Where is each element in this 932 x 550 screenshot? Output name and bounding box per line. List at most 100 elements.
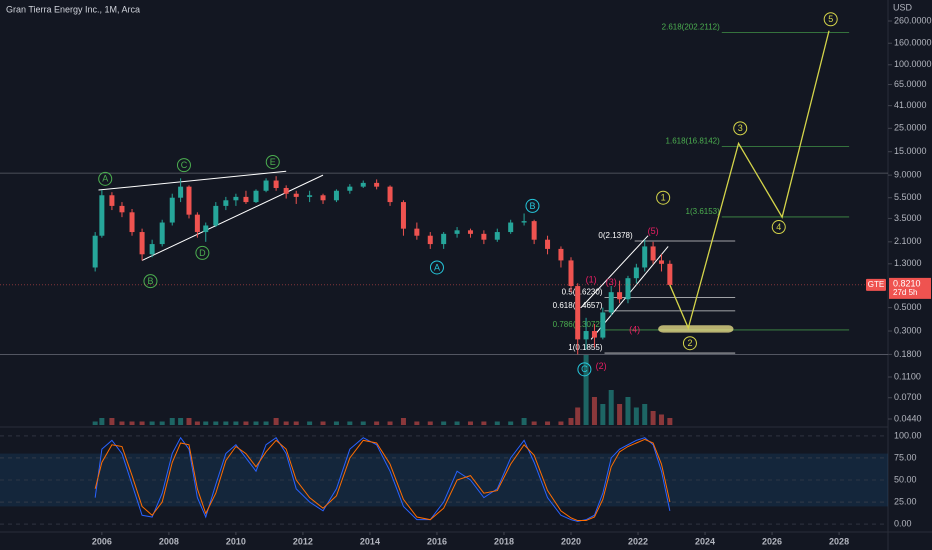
candle-body (481, 233, 487, 240)
x-tick-label: 2028 (829, 536, 849, 546)
x-tick-label: 2008 (159, 536, 179, 546)
volume-bar (481, 421, 487, 425)
y-tick-label: 15.0000 (894, 146, 927, 156)
volume-bar (531, 421, 537, 425)
volume-bar (650, 411, 656, 425)
volume-bar (243, 421, 249, 425)
candle-body (293, 193, 299, 197)
candle-body (320, 195, 326, 201)
candle-body (233, 196, 239, 201)
candle-body (374, 182, 380, 187)
volume-bar (320, 421, 326, 425)
volume-bar (600, 404, 606, 425)
volume-bar (414, 421, 420, 425)
wave-circle (98, 171, 113, 186)
volume-bar (203, 421, 209, 425)
volume-bar (508, 421, 514, 425)
x-tick-label: 2026 (762, 536, 782, 546)
volume-bar (119, 421, 125, 425)
trendline (141, 174, 324, 261)
candle-body (203, 225, 209, 233)
volume-bar (293, 421, 299, 425)
candle-body (617, 292, 623, 300)
candle-body (650, 246, 656, 261)
candle-body (119, 205, 125, 213)
y-tick-label: 9.0000 (894, 170, 922, 180)
x-tick-label: 2020 (561, 536, 581, 546)
candle-body (213, 205, 219, 226)
candle-body (223, 200, 229, 206)
volume-bar (159, 421, 165, 425)
volume-bar (149, 421, 155, 425)
x-tick-label: 2012 (293, 536, 313, 546)
volume-bar (374, 421, 380, 425)
volume-bar (400, 418, 406, 425)
volume-bar (642, 404, 648, 425)
fib-label: 2.618(202.2112) (662, 23, 720, 32)
wave-label: 1 (661, 193, 666, 203)
candle-body (178, 186, 184, 198)
volume-bar (454, 421, 460, 425)
y-tick-label: 1.3000 (894, 258, 922, 268)
wave-label: 4 (776, 222, 781, 232)
fib-label: 0(2.1378) (598, 231, 633, 240)
y-tick-label: 65.0000 (894, 79, 927, 89)
stoch-tick-label: 50.00 (894, 474, 917, 484)
price-tag (889, 277, 931, 299)
wave-label: (2) (596, 361, 607, 371)
stoch-d-line (94, 438, 671, 522)
volume-bar (667, 418, 673, 425)
y-tick-label: 41.0000 (894, 100, 927, 110)
volume-bar (617, 404, 623, 425)
candle-body (642, 246, 648, 268)
trendline (580, 235, 649, 308)
candle-body (159, 222, 165, 245)
x-tick-label: 2010 (226, 536, 246, 546)
volume-bar (360, 421, 366, 425)
wave-label: C (581, 364, 588, 374)
symbol-label: GTE (868, 280, 884, 289)
wave-label: A (434, 262, 440, 272)
stoch-tick-label: 75.00 (894, 452, 917, 462)
volume-bar (273, 418, 279, 425)
stoch-tick-label: 0.00 (894, 518, 912, 528)
wave-label: B (529, 201, 535, 211)
volume-bar (194, 421, 200, 425)
candle-body (307, 195, 313, 197)
candle-body (360, 182, 366, 187)
wave-circle (656, 190, 671, 205)
candle-body (625, 278, 631, 300)
fib-label: 1(3.6153) (686, 207, 721, 216)
stoch-tick-label: 25.00 (894, 496, 917, 506)
wave-label: (1) (586, 275, 597, 285)
wave-circle (577, 362, 592, 377)
volume-bar (263, 421, 269, 425)
volume-bar (568, 418, 574, 425)
candle-body (283, 187, 289, 194)
volume-bar (558, 421, 564, 425)
candle-body (109, 195, 115, 206)
y-tick-label: 0.1100 (894, 371, 921, 381)
wave-circle (143, 274, 158, 289)
volume-bar (545, 421, 551, 425)
chart-title: Gran Tierra Energy Inc., 1M, Arca (6, 4, 140, 14)
wave-label: (4) (629, 324, 640, 334)
candle-body (667, 263, 673, 285)
candle-body (427, 235, 433, 245)
candle-body (129, 212, 135, 233)
y-tick-label: 3.5000 (894, 213, 922, 223)
volume-bar (92, 421, 98, 425)
wave-label: D (199, 248, 206, 258)
y-tick-label: 5.5000 (894, 192, 922, 202)
volume-bar (253, 421, 259, 425)
candle-body (400, 202, 406, 229)
projection-path (669, 30, 830, 331)
volume-bar (283, 421, 289, 425)
wave-circle (823, 12, 838, 27)
candle-body (531, 221, 537, 240)
candle-body (414, 228, 420, 236)
candle-body (441, 233, 447, 245)
stoch-k-line (94, 436, 671, 522)
volume-bar (583, 355, 589, 425)
